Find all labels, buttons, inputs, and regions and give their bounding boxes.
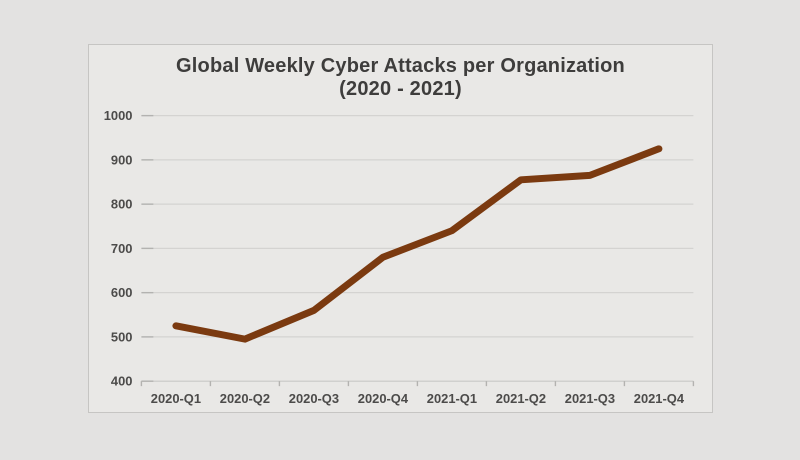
y-tick-label: 600 [111, 285, 133, 300]
x-axis-label: 2020-Q2 [220, 391, 270, 406]
y-tick-label: 500 [111, 329, 133, 344]
data-series-line [172, 145, 663, 343]
x-axis-label: 2021-Q2 [496, 391, 546, 406]
x-axis-label: 2020-Q4 [358, 391, 409, 406]
x-axis-label: 2021-Q3 [565, 391, 615, 406]
y-tick-label: 900 [111, 152, 133, 167]
line-chart-plot: 400 500 600 700 800 900 1000 2020-Q1 2020-Q2 2020… [104, 108, 695, 406]
y-tick-label: 800 [111, 197, 133, 212]
chart-title-line2: (2020 - 2021) [339, 78, 462, 100]
x-axis-label: 2021-Q1 [427, 391, 477, 406]
y-tick-label: 400 [111, 374, 133, 389]
chart-title: Global Weekly Cyber Attacks per Organiza… [89, 55, 712, 101]
x-axis-label: 2020-Q3 [289, 391, 339, 406]
x-axis-label: 2021-Q4 [634, 391, 685, 406]
y-tick-label: 700 [111, 241, 133, 256]
chart-title-line1: Global Weekly Cyber Attacks per Organiza… [176, 55, 625, 77]
chart-card: Global Weekly Cyber Attacks per Organiza… [88, 44, 713, 413]
x-axis-label: 2020-Q1 [151, 391, 201, 406]
y-tick-label: 1000 [104, 108, 133, 123]
